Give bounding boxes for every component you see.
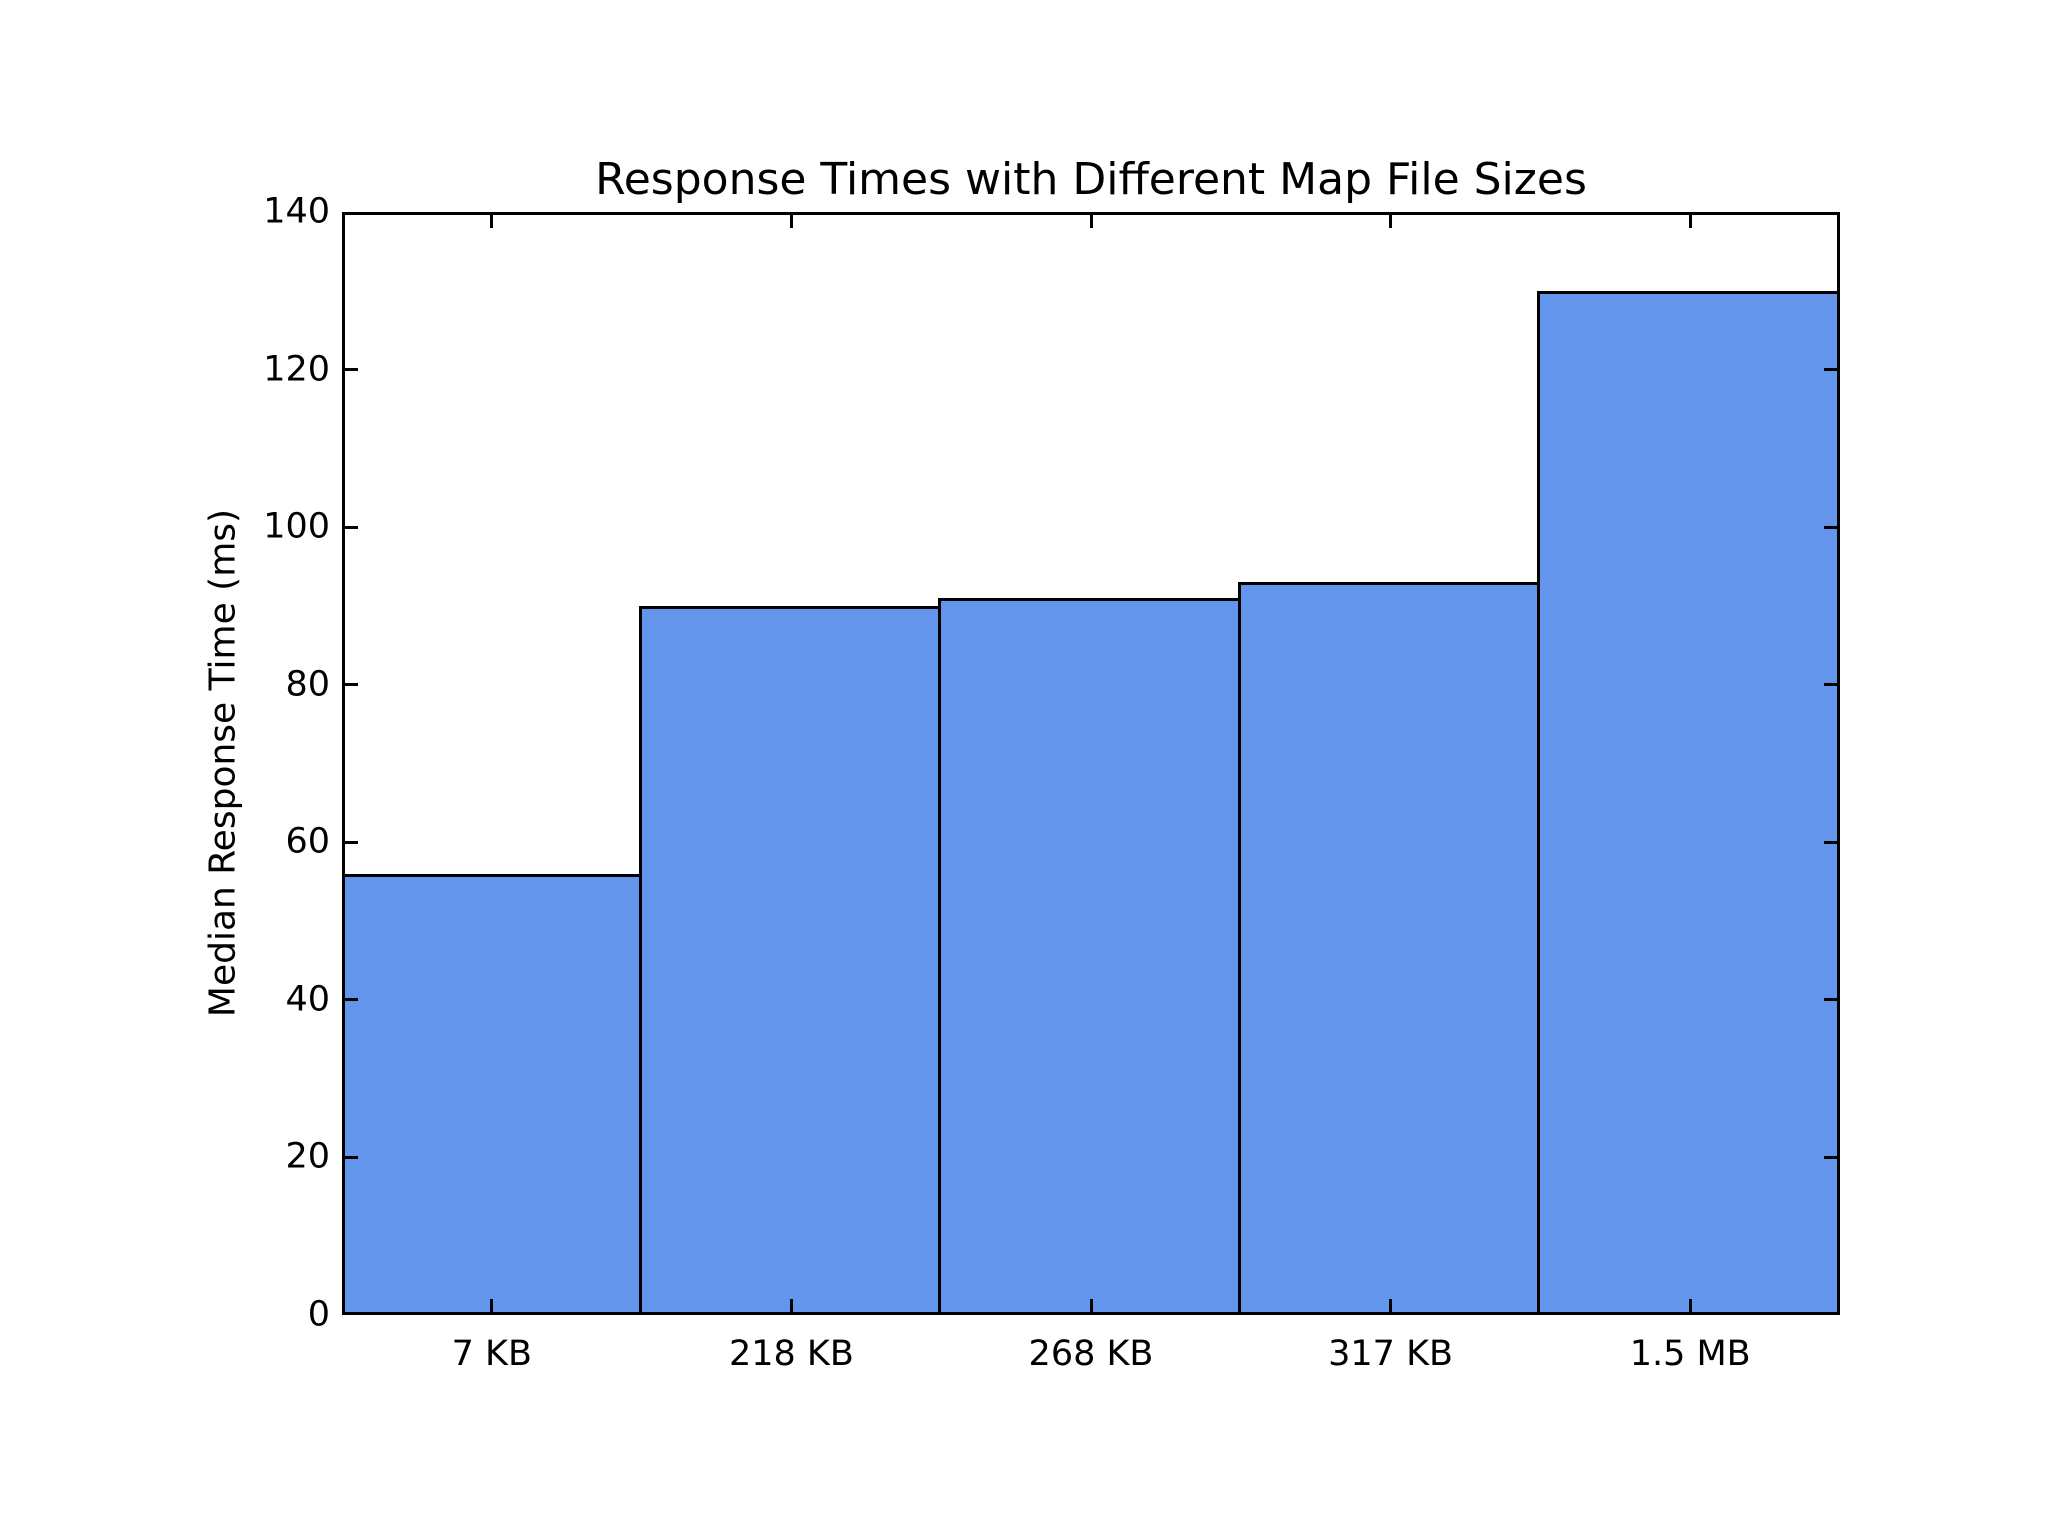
y-tick-left <box>345 525 358 529</box>
plot-area <box>342 212 1840 1315</box>
y-tick-right <box>1824 840 1837 844</box>
y-tick-left <box>345 212 358 215</box>
y-tick-label: 20 <box>285 1136 330 1177</box>
bar-218-kb <box>638 605 942 1315</box>
x-tick-top <box>789 215 793 228</box>
y-tick-right <box>1824 998 1837 1002</box>
y-tick-left <box>345 368 358 372</box>
y-tick-label: 0 <box>307 1294 330 1335</box>
y-tick-left <box>345 998 358 1002</box>
top-spine <box>342 212 1840 215</box>
x-tick-top <box>1089 215 1093 228</box>
bar-268-kb <box>938 598 1241 1315</box>
bar-7-kb <box>342 873 642 1315</box>
bar-317-kb <box>1237 582 1541 1315</box>
x-tick-bottom <box>490 1299 494 1312</box>
y-tick-right <box>1824 212 1837 215</box>
y-tick-label: 40 <box>285 979 330 1020</box>
y-tick-left <box>345 683 358 687</box>
x-tick-label: 218 KB <box>728 1334 854 1374</box>
y-axis-label: Median Response Time (ms) <box>202 508 244 1018</box>
x-axis-spine <box>342 1312 1840 1315</box>
y-tick-right <box>1824 1155 1837 1159</box>
x-tick-label: 317 KB <box>1328 1334 1454 1374</box>
x-tick-bottom <box>1688 1299 1692 1312</box>
y-tick-right <box>1824 368 1837 372</box>
x-tick-label: 7 KB <box>451 1334 532 1374</box>
y-tick-label: 100 <box>263 506 330 547</box>
y-tick-right <box>1824 525 1837 529</box>
x-tick-bottom <box>1089 1299 1093 1312</box>
right-spine <box>1837 212 1840 1315</box>
chart-title: Response Times with Different Map File S… <box>595 154 1587 205</box>
x-tick-label: 268 KB <box>1028 1334 1154 1374</box>
y-tick-label: 80 <box>285 664 330 705</box>
y-axis-spine <box>342 212 345 1315</box>
x-tick-top <box>1688 215 1692 228</box>
y-tick-right <box>1824 1312 1837 1315</box>
y-tick-left <box>345 1155 358 1159</box>
y-tick-label: 120 <box>263 349 330 390</box>
x-tick-label: 1.5 MB <box>1629 1334 1751 1374</box>
y-tick-left <box>345 1312 358 1315</box>
bar-1-5-mb <box>1537 290 1840 1315</box>
y-tick-right <box>1824 683 1837 687</box>
y-tick-label: 140 <box>263 191 330 232</box>
y-tick-left <box>345 840 358 844</box>
x-tick-top <box>1389 215 1393 228</box>
x-tick-bottom <box>1389 1299 1393 1312</box>
x-tick-top <box>490 215 494 228</box>
x-tick-bottom <box>789 1299 793 1312</box>
y-tick-label: 60 <box>285 821 330 862</box>
